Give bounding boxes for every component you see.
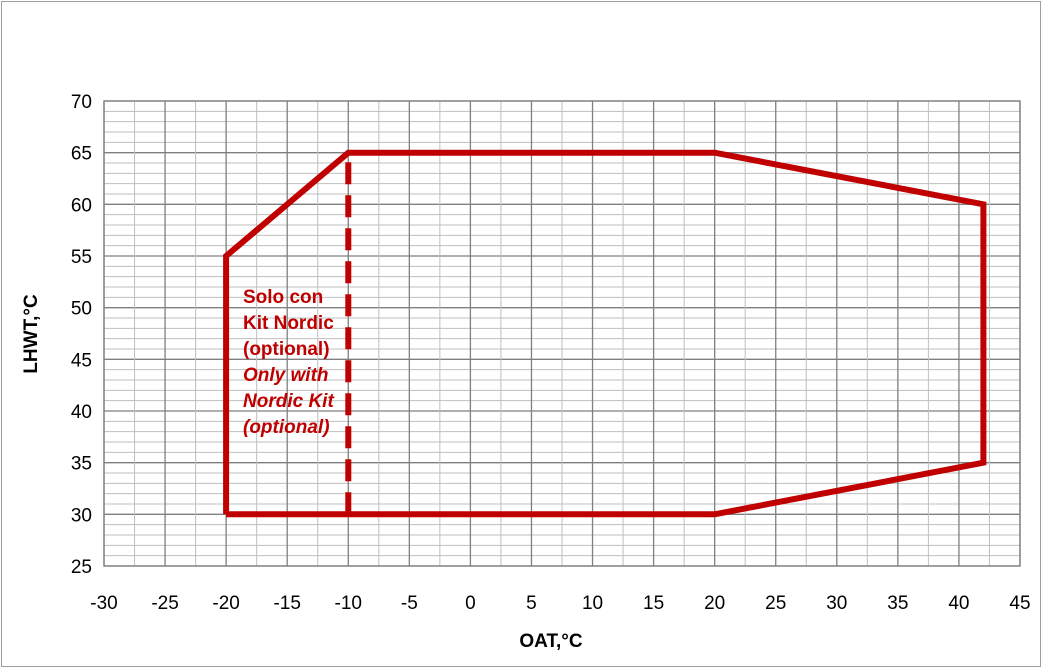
y-tick-label: 50	[71, 299, 92, 320]
x-tick-label: 45	[1009, 593, 1030, 614]
y-tick-label: 25	[71, 557, 92, 578]
x-tick-label: 10	[582, 593, 603, 614]
x-tick-label: 30	[826, 593, 847, 614]
y-tick-label: 30	[71, 505, 92, 526]
annotation-line: Solo con	[243, 287, 323, 308]
annotation-line: Nordic Kit	[243, 391, 334, 412]
x-tick-label: 5	[526, 593, 537, 614]
operating-envelope-line	[223, 149, 987, 518]
x-tick-label: 15	[643, 593, 664, 614]
y-tick-label: 60	[71, 195, 92, 216]
series-layer	[223, 149, 987, 518]
y-tick-label: 40	[71, 402, 92, 423]
y-tick-label: 45	[71, 350, 92, 371]
plot-area-border	[103, 100, 1021, 567]
x-tick-labels: -30 -25 -20 -15 -10 -5 0 5 10 15 20 25 30 35 40 45	[90, 593, 1030, 614]
annotation-text: Solo con Kit Nordic (optional) Only with Nor…	[243, 287, 334, 438]
y-tick-label: 55	[71, 247, 92, 268]
x-tick-label: 40	[948, 593, 969, 614]
y-tick-labels: 25 30 35 40 45 50 55 60 65 70	[71, 92, 92, 578]
y-axis-title: LHWT,°C	[21, 294, 42, 374]
x-axis-title: OAT,°C	[519, 631, 582, 652]
x-tick-label: 20	[704, 593, 725, 614]
y-tick-label: 70	[71, 92, 92, 113]
x-tick-label: 0	[465, 593, 476, 614]
x-tick-label: -5	[401, 593, 418, 614]
x-tick-label: -30	[90, 593, 117, 614]
y-tick-label: 65	[71, 144, 92, 165]
annotation-line: (optional)	[243, 339, 330, 360]
x-tick-label: -20	[212, 593, 239, 614]
y-tick-label: 35	[71, 454, 92, 475]
annotation-line: Only with	[243, 365, 329, 386]
x-tick-label: -10	[335, 593, 362, 614]
x-tick-label: -15	[273, 593, 300, 614]
x-tick-label: -25	[151, 593, 178, 614]
x-tick-label: 35	[887, 593, 908, 614]
annotation-line: (optional)	[243, 417, 330, 438]
annotation-line: Kit Nordic	[243, 313, 334, 334]
grid	[103, 100, 1021, 567]
x-tick-label: 25	[765, 593, 786, 614]
